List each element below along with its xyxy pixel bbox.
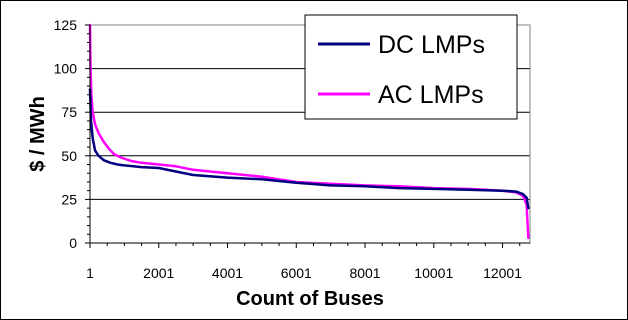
legend-box bbox=[304, 14, 518, 120]
x-axis-title: Count of Buses bbox=[236, 288, 384, 310]
legend-label-ac: AC LMPs bbox=[378, 81, 484, 109]
y-tick-label: 75 bbox=[61, 104, 77, 120]
x-tick-label: 1 bbox=[86, 265, 94, 281]
x-tick-label: 12001 bbox=[483, 265, 522, 281]
x-tick-label: 6001 bbox=[281, 265, 312, 281]
y-tick-label: 100 bbox=[54, 61, 78, 77]
x-tick-label: 2001 bbox=[143, 265, 174, 281]
axes bbox=[85, 24, 530, 248]
series-line-dc-lmps bbox=[88, 88, 530, 210]
x-tick-label: 4001 bbox=[212, 265, 243, 281]
y-tick-label: 0 bbox=[69, 235, 77, 251]
y-tick-label: 50 bbox=[61, 148, 77, 164]
y-tick-label: 25 bbox=[61, 191, 77, 207]
legend-label-dc: DC LMPs bbox=[378, 31, 485, 59]
series-lines bbox=[88, 23, 530, 240]
y-axis-title: $ / MWh bbox=[27, 96, 49, 172]
legend: DC LMPs AC LMPs bbox=[304, 14, 518, 120]
x-tick-label: 10001 bbox=[414, 265, 453, 281]
x-tick-label: 8001 bbox=[349, 265, 380, 281]
y-tick-label: 125 bbox=[54, 17, 78, 33]
